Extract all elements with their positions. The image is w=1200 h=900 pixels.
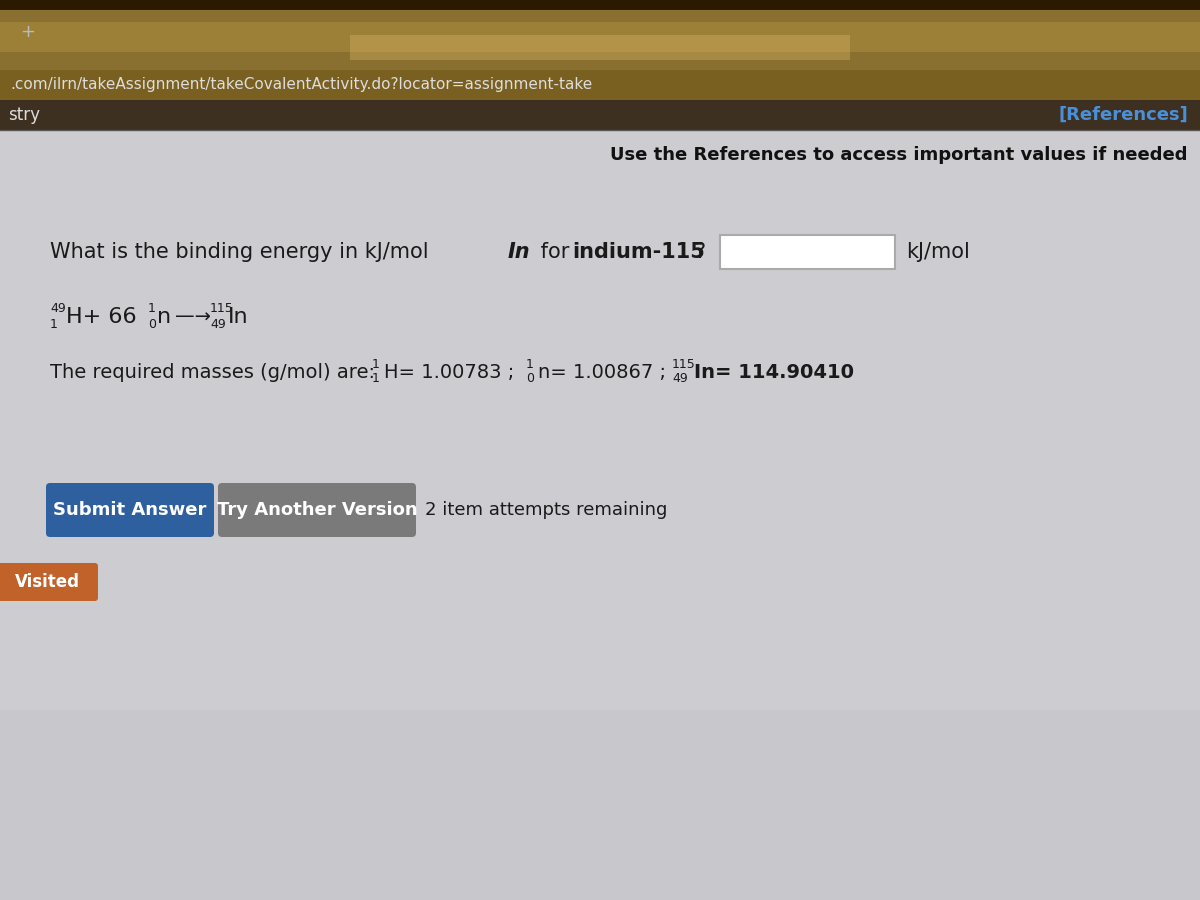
Text: H+ 66: H+ 66 xyxy=(66,307,137,327)
Text: 49: 49 xyxy=(210,319,226,331)
Bar xyxy=(0,0,1200,10)
Text: stry: stry xyxy=(8,106,40,124)
FancyBboxPatch shape xyxy=(46,483,214,537)
Text: 0: 0 xyxy=(148,319,156,331)
Text: 49: 49 xyxy=(672,373,688,385)
Bar xyxy=(0,100,1200,130)
Text: +: + xyxy=(20,23,36,41)
Text: The required masses (g/mol) are:: The required masses (g/mol) are: xyxy=(50,363,374,382)
Bar xyxy=(0,10,1200,70)
Text: .com/ilrn/takeAssignment/takeCovalentActivity.do?locator=assignment-take: .com/ilrn/takeAssignment/takeCovalentAct… xyxy=(10,77,593,93)
Text: 1: 1 xyxy=(50,319,58,331)
Bar xyxy=(0,130,1200,710)
Text: 0: 0 xyxy=(526,373,534,385)
Text: kJ/mol: kJ/mol xyxy=(906,242,970,262)
FancyBboxPatch shape xyxy=(218,483,416,537)
Text: In: In xyxy=(508,242,530,262)
Text: indium-115: indium-115 xyxy=(572,242,704,262)
Text: 1: 1 xyxy=(372,358,380,372)
Text: In= 114.90410: In= 114.90410 xyxy=(694,363,854,382)
FancyBboxPatch shape xyxy=(0,563,98,601)
Text: In: In xyxy=(228,307,248,327)
Bar xyxy=(0,130,1200,900)
Bar xyxy=(720,235,895,269)
Text: Try Another Version: Try Another Version xyxy=(217,501,418,519)
Bar xyxy=(0,22,1200,52)
Text: H= 1.00783 ;: H= 1.00783 ; xyxy=(384,363,515,382)
Text: Submit Answer: Submit Answer xyxy=(53,501,206,519)
Text: What is the binding energy in kJ/mol: What is the binding energy in kJ/mol xyxy=(50,242,436,262)
Text: —→: —→ xyxy=(175,308,211,327)
Text: n= 1.00867 ;: n= 1.00867 ; xyxy=(538,363,666,382)
Text: 115: 115 xyxy=(672,358,696,372)
Text: 1: 1 xyxy=(526,358,534,372)
Text: n: n xyxy=(157,307,172,327)
Bar xyxy=(350,35,850,60)
Text: [References]: [References] xyxy=(1058,106,1188,124)
Text: 49: 49 xyxy=(50,302,66,316)
Text: 115: 115 xyxy=(210,302,234,316)
Bar xyxy=(0,70,1200,100)
Text: ?: ? xyxy=(695,242,706,262)
Text: Visited: Visited xyxy=(14,573,79,591)
Text: for: for xyxy=(534,242,576,262)
Text: 2 item attempts remaining: 2 item attempts remaining xyxy=(425,501,667,519)
Text: 1: 1 xyxy=(372,373,380,385)
Text: 1: 1 xyxy=(148,302,156,316)
Text: Use the References to access important values if needed: Use the References to access important v… xyxy=(611,146,1188,164)
